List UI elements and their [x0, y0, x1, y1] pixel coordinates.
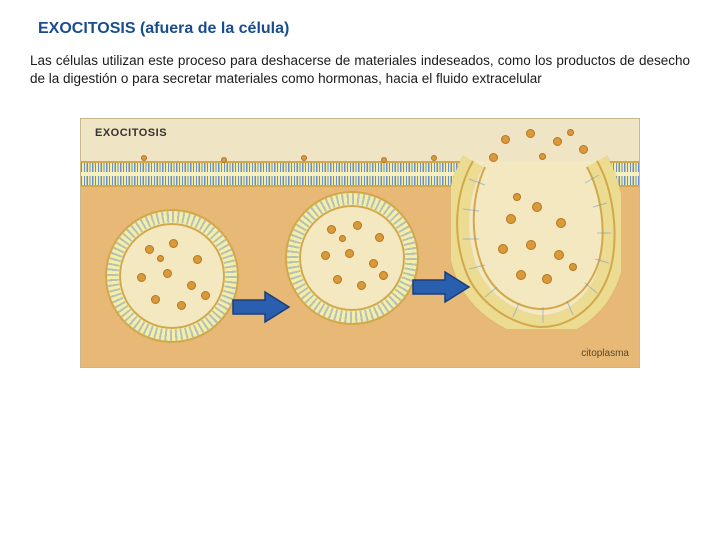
- vesicle-stage-2: [287, 193, 417, 323]
- cytoplasm-label: citoplasma: [581, 348, 629, 359]
- arrow-icon: [411, 269, 471, 305]
- arrow-icon: [231, 289, 291, 325]
- vesicle-stage-1: [107, 211, 237, 341]
- exocytosis-diagram: EXOCITOSIS citoplasma: [80, 118, 640, 368]
- diagram-container: EXOCITOSIS citoplasma: [30, 118, 690, 368]
- description-paragraph: Las células utilizan este proceso para d…: [30, 52, 690, 88]
- page-title: EXOCITOSIS (afuera de la célula): [38, 20, 690, 38]
- vesicle-stage-3-fusing: [451, 149, 621, 329]
- diagram-heading: EXOCITOSIS: [95, 127, 167, 139]
